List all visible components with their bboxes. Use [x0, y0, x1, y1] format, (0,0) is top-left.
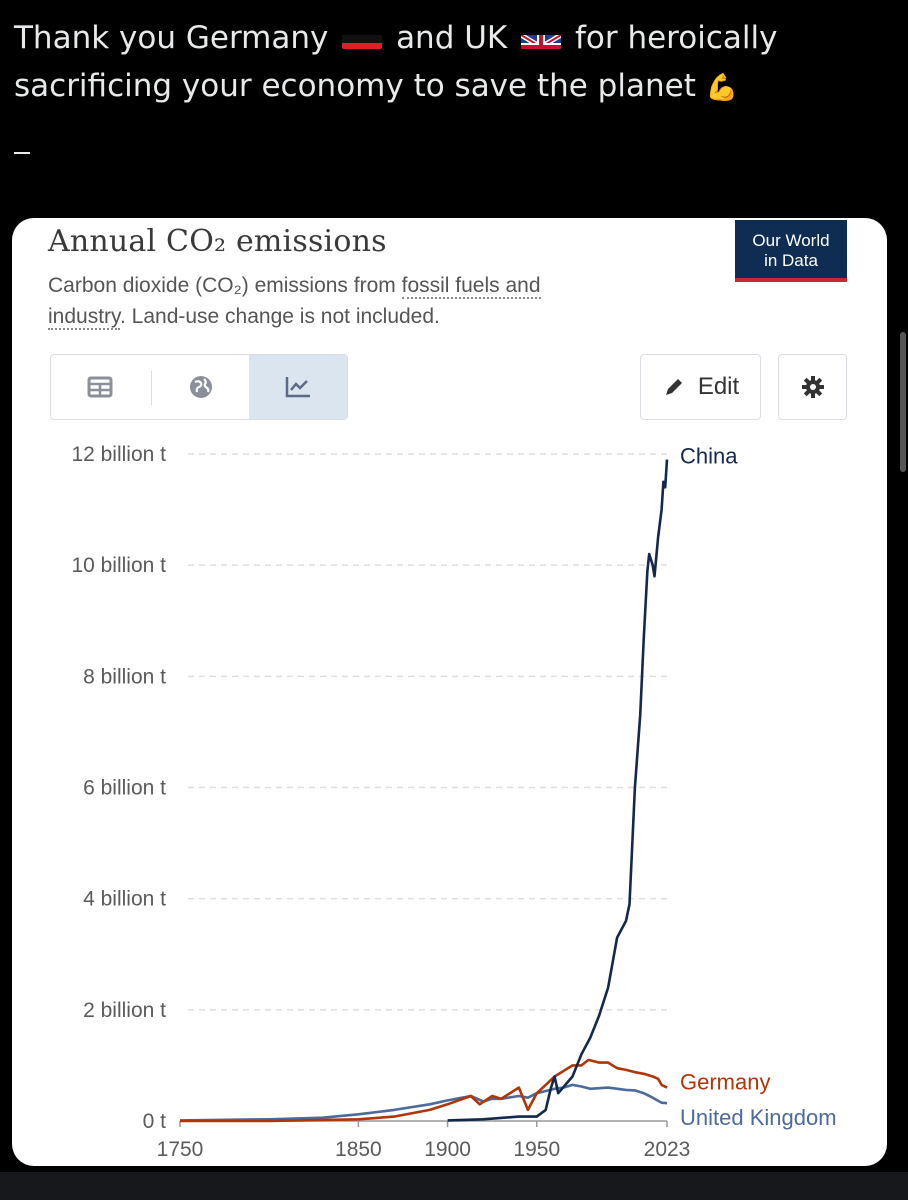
industry-link[interactable]: industry [48, 305, 120, 330]
divider-dash [14, 152, 30, 154]
subtitle-text: Carbon dioxide (CO₂) emissions from [48, 274, 402, 297]
y-tick-label: 6 billion t [83, 777, 166, 800]
tweet-text-part: and UK [396, 20, 508, 56]
y-axis: 0 t 2 billion t 4 billion t 6 billion t 8 bi… [71, 443, 166, 1133]
gear-icon [801, 376, 824, 398]
tweet-text-part: Thank you Germany [14, 20, 329, 56]
tab-table[interactable] [51, 355, 149, 419]
view-tabs [50, 354, 348, 420]
y-tick-label: 4 billion t [83, 888, 166, 911]
y-tick-label: 0 t [143, 1110, 167, 1133]
y-tick-label: 10 billion t [71, 554, 166, 577]
tweet-text: Thank you Germany and UK for heroically … [14, 14, 894, 112]
x-tick-label: 1950 [513, 1138, 560, 1161]
x-axis: 1750 1850 1900 1950 2023 [157, 1120, 691, 1161]
pencil-icon [665, 379, 682, 395]
x-tick-label: 1850 [335, 1138, 382, 1161]
chart-grid [188, 453, 667, 1011]
bottom-bar [0, 1172, 908, 1200]
emissions-chart[interactable]: 0 t 2 billion t 4 billion t 6 billion t 8 bi… [12, 218, 887, 1166]
x-tick-label: 1750 [157, 1138, 204, 1161]
series-label: United Kingdom [680, 1105, 837, 1130]
line-chart-icon [285, 377, 310, 398]
tab-map[interactable] [152, 355, 250, 419]
tweet-line-1: Thank you Germany and UK for heroically [14, 14, 894, 62]
uk-flag-icon [521, 25, 562, 49]
table-icon [87, 376, 113, 398]
globe-icon [190, 376, 212, 398]
logo-line-2: in Data [764, 251, 818, 270]
y-tick-label: 8 billion t [83, 665, 166, 688]
owid-logo[interactable]: Our World in Data [735, 220, 847, 282]
scrollbar[interactable] [900, 332, 906, 472]
tab-chart[interactable] [249, 355, 347, 419]
chart-subtitle: Carbon dioxide (CO₂) emissions from foss… [48, 270, 688, 332]
flexed-biceps-icon: 💪 [705, 73, 739, 103]
series-lines [179, 459, 669, 1123]
series-line-germany[interactable] [180, 1058, 668, 1123]
series-label: China [680, 444, 738, 469]
y-tick-label: 2 billion t [83, 999, 166, 1022]
logo-line-1: Our World [752, 231, 830, 250]
edit-label: Edit [697, 373, 740, 400]
germany-flag-icon [342, 25, 383, 49]
series-line-china[interactable] [447, 459, 669, 1122]
series-label: Germany [680, 1070, 770, 1095]
owid-chart-card[interactable]: Annual CO₂ emissions Carbon dioxide (CO₂… [12, 218, 887, 1166]
fossil-fuels-link[interactable]: fossil fuels and [401, 274, 541, 299]
tweet-text-part: for heroically [574, 20, 778, 56]
x-tick-label: 2023 [644, 1138, 691, 1161]
subtitle-text: . Land-use change is not included. [119, 305, 440, 328]
tweet-line-2: sacrificing your economy to save the pla… [14, 62, 894, 112]
tab-separator [151, 371, 152, 405]
y-tick-label: 12 billion t [71, 443, 166, 466]
series-labels: United Kingdom Germany China [680, 444, 837, 1131]
series-line-united-kingdom[interactable] [179, 1083, 668, 1122]
edit-button[interactable]: Edit [640, 354, 761, 420]
tweet-text-part: sacrificing your economy to save the pla… [14, 68, 696, 104]
x-tick-label: 1900 [424, 1138, 471, 1161]
chart-title: Annual CO₂ emissions [48, 224, 387, 259]
settings-button[interactable] [778, 354, 847, 420]
